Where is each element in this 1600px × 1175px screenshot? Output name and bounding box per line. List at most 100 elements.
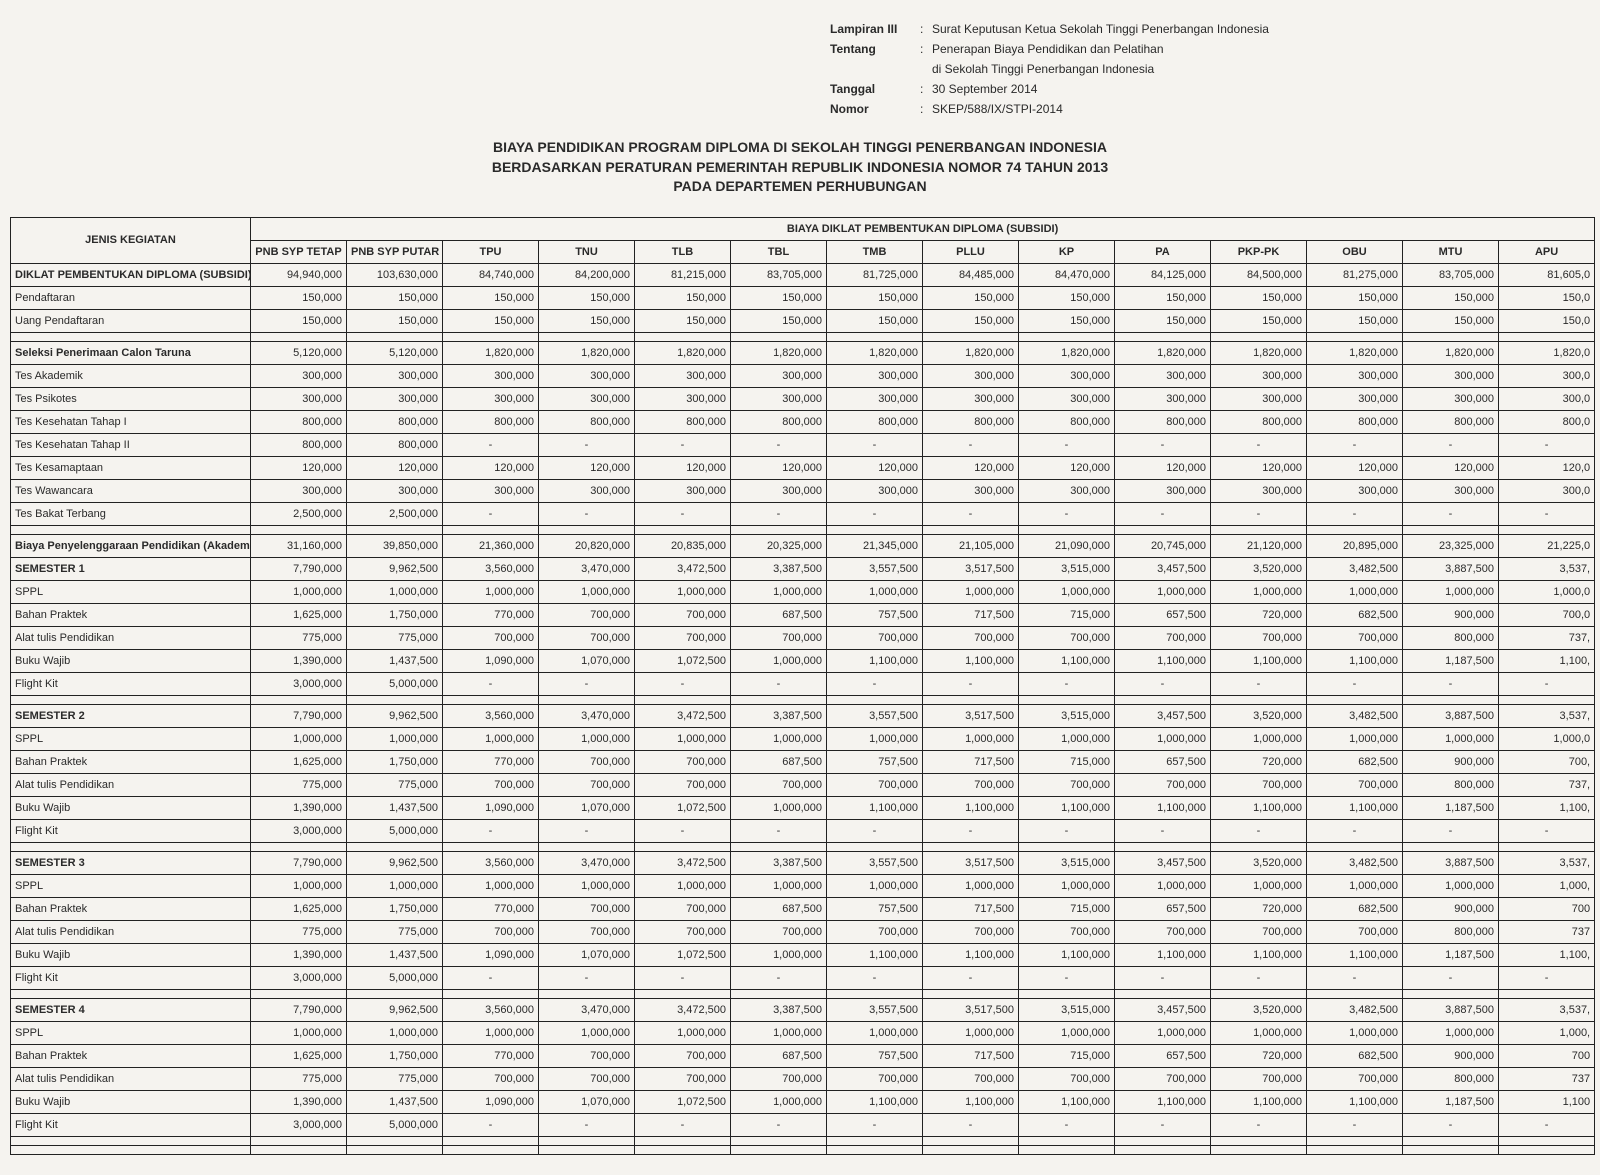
cell-value: 1,100,000 bbox=[1211, 943, 1307, 966]
cell-value: 300,000 bbox=[827, 364, 923, 387]
table-row: Biaya Penyelenggaraan Pendidikan (Akadem… bbox=[11, 534, 1595, 557]
cell-value: - bbox=[827, 819, 923, 842]
cell-value: 1,000,000 bbox=[731, 580, 827, 603]
cell-value: - bbox=[1499, 433, 1595, 456]
cell-value: 120,000 bbox=[731, 456, 827, 479]
cell-value: 3,517,500 bbox=[923, 851, 1019, 874]
cell-value: 1,000,000 bbox=[251, 874, 347, 897]
cell-value: - bbox=[635, 966, 731, 989]
cell-value: 1,000,000 bbox=[923, 580, 1019, 603]
cell-value: 300,000 bbox=[635, 387, 731, 410]
cell-value: 1,072,500 bbox=[635, 796, 731, 819]
cell-value: 1,000,000 bbox=[731, 796, 827, 819]
table-row: SEMESTER 17,790,0009,962,5003,560,0003,4… bbox=[11, 557, 1595, 580]
cell-value: 20,820,000 bbox=[539, 534, 635, 557]
row-label: SPPL bbox=[11, 1021, 251, 1044]
cell-value: 300,000 bbox=[827, 387, 923, 410]
cell-value: 737, bbox=[1499, 773, 1595, 796]
cell-value: 150,000 bbox=[827, 286, 923, 309]
cell-value: 715,000 bbox=[1019, 750, 1115, 773]
cell-value: 1,000,000 bbox=[1307, 580, 1403, 603]
cell-value: 9,962,500 bbox=[347, 998, 443, 1021]
cell-value: 1,090,000 bbox=[443, 943, 539, 966]
cell-value: 700,000 bbox=[731, 626, 827, 649]
cell-value: - bbox=[1019, 819, 1115, 842]
cell-value: 81,215,000 bbox=[635, 263, 731, 286]
cell-value: 1,000,000 bbox=[635, 580, 731, 603]
cell-value: 1,100,000 bbox=[1115, 796, 1211, 819]
cell-value: - bbox=[443, 1113, 539, 1136]
row-label: Bahan Praktek bbox=[11, 897, 251, 920]
cell-value: 775,000 bbox=[347, 1067, 443, 1090]
cell-value: 770,000 bbox=[443, 897, 539, 920]
cell-value: 1,820,000 bbox=[1019, 341, 1115, 364]
cell-value: - bbox=[1307, 502, 1403, 525]
cell-value: 737 bbox=[1499, 1067, 1595, 1090]
cell-value: 300,000 bbox=[731, 479, 827, 502]
table-row: Tes Akademik300,000300,000300,000300,000… bbox=[11, 364, 1595, 387]
cell-value: 21,345,000 bbox=[827, 534, 923, 557]
cell-value: 3,472,500 bbox=[635, 998, 731, 1021]
cell-value: 150,000 bbox=[347, 309, 443, 332]
cell-value: 1,100,000 bbox=[1211, 796, 1307, 819]
cell-value: 720,000 bbox=[1211, 897, 1307, 920]
cell-value: 717,500 bbox=[923, 1044, 1019, 1067]
cell-value: 1,000,000 bbox=[1115, 727, 1211, 750]
cell-value: 3,537, bbox=[1499, 851, 1595, 874]
cell-value: 1,187,500 bbox=[1403, 943, 1499, 966]
cell-value: 800,000 bbox=[1019, 410, 1115, 433]
cell-value: 3,557,500 bbox=[827, 704, 923, 727]
col-header: PNB SYP TETAP bbox=[251, 240, 347, 263]
table-row: Flight Kit3,000,0005,000,000------------ bbox=[11, 1113, 1595, 1136]
cell-value: 1,820,0 bbox=[1499, 341, 1595, 364]
cell-value: 84,470,000 bbox=[1019, 263, 1115, 286]
table-row: Bahan Praktek1,625,0001,750,000770,00070… bbox=[11, 897, 1595, 920]
cell-value: 3,482,500 bbox=[1307, 851, 1403, 874]
cell-value: 700, bbox=[1499, 750, 1595, 773]
cell-value: 1,070,000 bbox=[539, 1090, 635, 1113]
cell-value: - bbox=[1115, 1113, 1211, 1136]
cell-value: 3,515,000 bbox=[1019, 851, 1115, 874]
cell-value: - bbox=[1019, 966, 1115, 989]
table-row: Bahan Praktek1,625,0001,750,000770,00070… bbox=[11, 1044, 1595, 1067]
cell-value: 1,100,000 bbox=[923, 796, 1019, 819]
cell-value: 3,537, bbox=[1499, 557, 1595, 580]
cell-value: 1,000,000 bbox=[539, 580, 635, 603]
cell-value: 1,000,000 bbox=[1307, 874, 1403, 897]
tentang-value-1: Penerapan Biaya Pendidikan dan Pelatihan bbox=[932, 40, 1164, 58]
cell-value: 1,100,000 bbox=[923, 649, 1019, 672]
cell-value: 20,745,000 bbox=[1115, 534, 1211, 557]
table-row: SEMESTER 27,790,0009,962,5003,560,0003,4… bbox=[11, 704, 1595, 727]
cell-value: 1,000,000 bbox=[443, 727, 539, 750]
cell-value: 1,750,000 bbox=[347, 750, 443, 773]
cell-value: 3,537, bbox=[1499, 704, 1595, 727]
cell-value: 1,000,000 bbox=[635, 1021, 731, 1044]
cell-value: 900,000 bbox=[1403, 750, 1499, 773]
cell-value: - bbox=[827, 672, 923, 695]
cell-value: 2,500,000 bbox=[347, 502, 443, 525]
cell-value: - bbox=[1115, 672, 1211, 695]
cell-value: 700,000 bbox=[827, 773, 923, 796]
cell-value: 120,000 bbox=[635, 456, 731, 479]
nomor-label: Nomor bbox=[830, 100, 920, 118]
cell-value: 800,000 bbox=[635, 410, 731, 433]
cell-value: 3,000,000 bbox=[251, 966, 347, 989]
cell-value: 3,517,500 bbox=[923, 557, 1019, 580]
cell-value: 3,515,000 bbox=[1019, 557, 1115, 580]
row-label: Bahan Praktek bbox=[11, 750, 251, 773]
cell-value: 715,000 bbox=[1019, 1044, 1115, 1067]
cell-value: 300,000 bbox=[539, 479, 635, 502]
cell-value: 700,000 bbox=[539, 773, 635, 796]
table-row: Uang Pendaftaran150,000150,000150,000150… bbox=[11, 309, 1595, 332]
row-label: Tes Kesamaptaan bbox=[11, 456, 251, 479]
cell-value: 1,000,000 bbox=[1403, 580, 1499, 603]
cell-value: 3,520,000 bbox=[1211, 704, 1307, 727]
cell-value: 3,517,500 bbox=[923, 704, 1019, 727]
cell-value: 657,500 bbox=[1115, 750, 1211, 773]
tentang-value-2: di Sekolah Tinggi Penerbangan Indonesia bbox=[932, 60, 1154, 78]
cell-value: - bbox=[1211, 1113, 1307, 1136]
cell-value: 300,000 bbox=[1403, 364, 1499, 387]
cell-value: 700,000 bbox=[1211, 773, 1307, 796]
cell-value: 3,560,000 bbox=[443, 998, 539, 1021]
cell-value: - bbox=[443, 819, 539, 842]
